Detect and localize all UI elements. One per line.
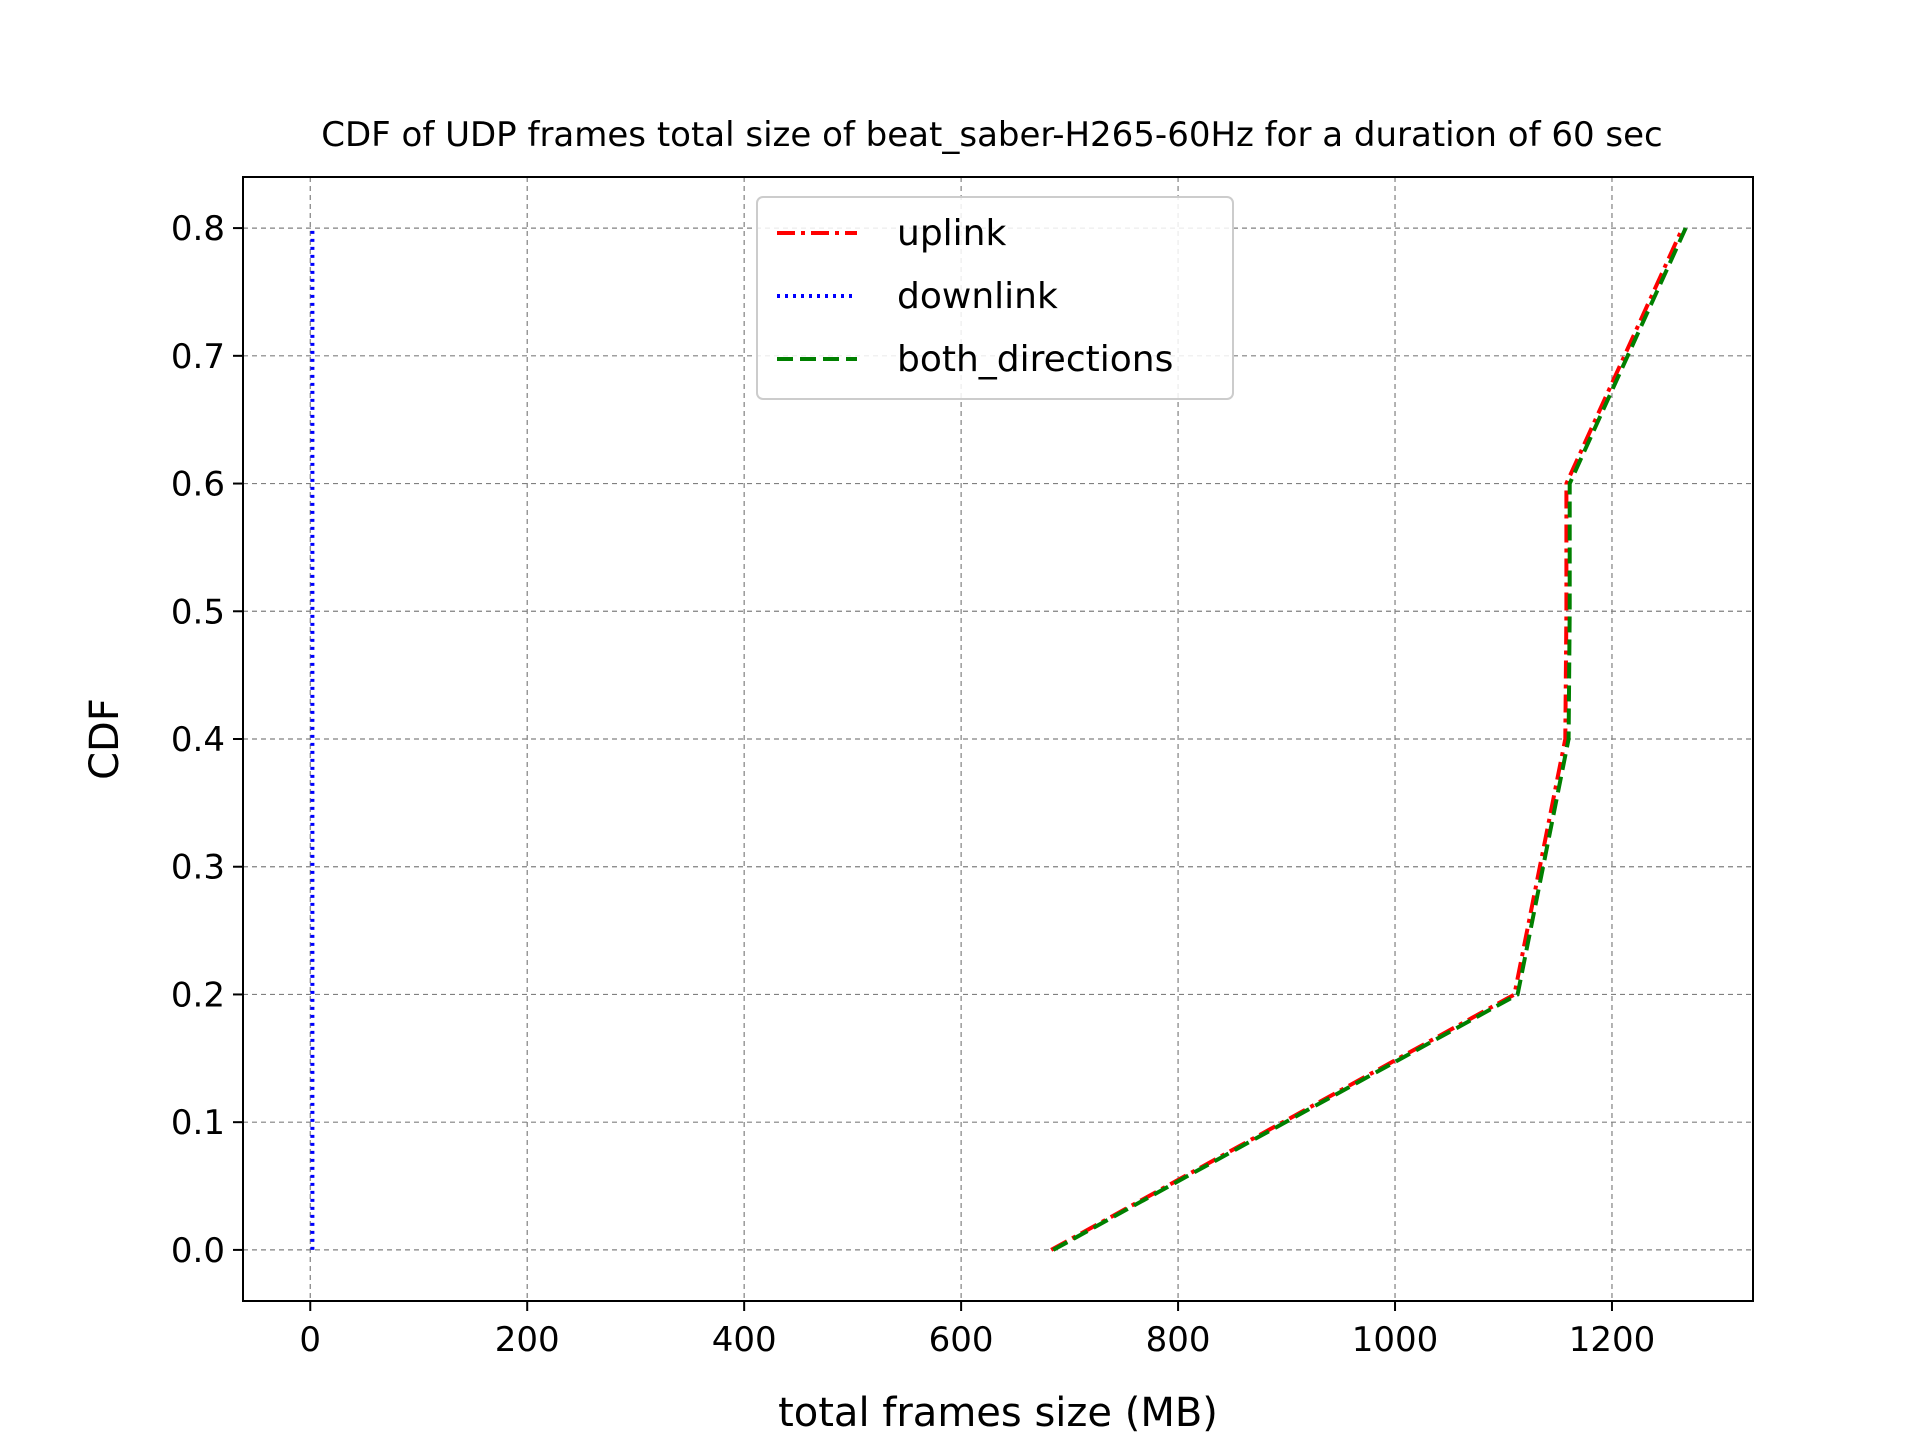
x-tick-label: 1000 (1352, 1320, 1439, 1360)
grid-lines (243, 177, 1753, 1301)
x-axis-ticks: 0 200 400 600 800 1000 1200 (299, 1301, 1655, 1360)
y-tick-label: 0.8 (171, 209, 225, 249)
y-axis-ticks: 0.0 0.1 0.2 0.3 0.4 0.5 0.6 0.7 0.8 (171, 209, 243, 1271)
x-tick-label: 800 (1146, 1320, 1211, 1360)
legend-label: downlink (897, 276, 1058, 317)
x-tick-label: 400 (712, 1320, 777, 1360)
y-tick-label: 0.6 (171, 465, 225, 505)
x-tick-label: 200 (495, 1320, 560, 1360)
x-tick-label: 0 (299, 1320, 321, 1360)
y-tick-label: 0.5 (171, 592, 225, 632)
series-line-uplink (1050, 227, 1685, 1252)
series-line-both_directions (1052, 227, 1688, 1252)
x-tick-label: 600 (929, 1320, 994, 1360)
legend-label: both_directions (897, 339, 1173, 380)
y-tick-label: 0.1 (171, 1103, 225, 1143)
y-tick-label: 0.2 (171, 975, 225, 1015)
legend-label: uplink (897, 213, 1006, 254)
series-lines (310, 227, 1688, 1252)
x-axis-label: total frames size (MB) (778, 1390, 1218, 1436)
y-axis-label: CDF (82, 698, 128, 780)
y-tick-label: 0.7 (171, 337, 225, 377)
x-tick-label: 1200 (1569, 1320, 1656, 1360)
y-tick-label: 0.3 (171, 848, 225, 888)
y-tick-label: 0.4 (171, 720, 225, 760)
y-tick-label: 0.0 (171, 1231, 225, 1271)
chart-title: CDF of UDP frames total size of beat_sab… (321, 115, 1663, 155)
legend: uplink downlink both_directions (756, 196, 1234, 400)
legend-box (756, 196, 1234, 400)
